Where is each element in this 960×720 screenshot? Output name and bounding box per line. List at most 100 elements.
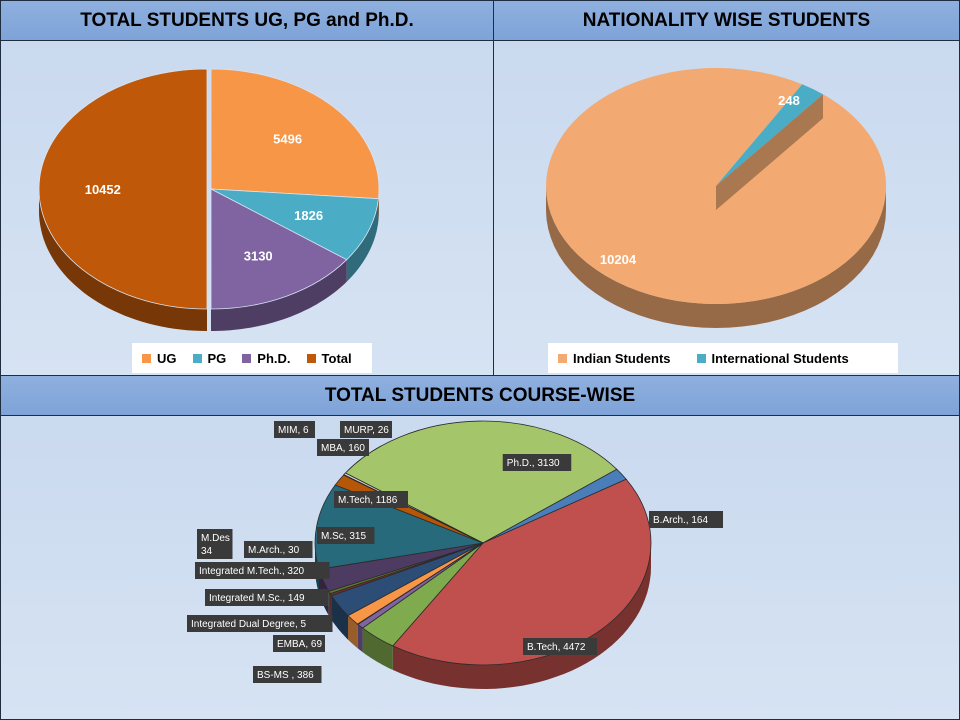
course-label-text: MURP, 26 (344, 425, 389, 436)
course-label-mba: MBA, 160 (317, 439, 369, 456)
legend-nationality: Indian Students International Students (548, 343, 898, 373)
course-label-m-tech: M.Tech, 1186 (334, 491, 408, 508)
legend-swatch (192, 353, 202, 363)
panel-title-nationality: NATIONALITY WISE STUDENTS (494, 1, 959, 41)
legend-label: Indian Students (573, 350, 671, 366)
course-label-m-des: M.Des 34 (197, 529, 233, 559)
course-slice-murp (343, 472, 484, 544)
course-side-m-arch (330, 593, 332, 620)
legend-label: International Students (711, 350, 849, 366)
chart-total-students: 5496 1826 3130 10452 (38, 68, 380, 331)
total-label-total: 10452 (85, 182, 121, 197)
legend-label: UG (157, 350, 177, 366)
chart-course-wise: Ph.D., 3130 B.Arch., 164 B.Tech, 4472 BS-MS… (187, 420, 723, 689)
course-label-text: Integrated M.Tech., 320 (199, 566, 305, 577)
course-label-text: 34 (201, 546, 213, 557)
panel-total-students: TOTAL STUDENTS UG, PG and Ph.D. 5496 1826… (0, 0, 494, 376)
legend-item-ug: UG (142, 351, 177, 366)
total-slice-pg (210, 188, 379, 261)
course-label-box (187, 615, 333, 632)
total-label-ug: 5496 (273, 132, 302, 147)
nat-slice-international-students (716, 84, 823, 186)
course-label-text: B.Tech, 4472 (527, 642, 586, 653)
course-label-bs-ms: BS-MS , 386 (253, 666, 322, 683)
course-label-box (274, 421, 315, 438)
course-label-m-sc: M.Sc, 315 (317, 527, 375, 544)
course-label-box (253, 666, 322, 683)
course-label-murp: MURP, 26 (340, 421, 392, 438)
course-label-text: EMBA, 69 (277, 639, 322, 650)
total-side-pg (346, 198, 379, 282)
legend-label: Ph.D. (257, 350, 291, 366)
course-label-integrated-m-tech: Integrated M.Tech., 320 (195, 562, 330, 579)
course-label-integrated-m-sc: Integrated M.Sc., 149 (205, 589, 329, 606)
course-label-box (273, 635, 325, 652)
course-slice-b-tech (392, 478, 652, 666)
course-label-box (502, 454, 572, 471)
total-slice-ug (210, 68, 380, 200)
course-label-box (334, 491, 408, 508)
nat-label-indian-students: 10204 (600, 252, 637, 267)
course-slice-ph-d (344, 420, 618, 544)
course-label-box (523, 638, 597, 655)
course-label-box (244, 541, 313, 558)
nat-inner-wall (716, 94, 823, 210)
course-side-m-des (328, 591, 331, 618)
course-label-integrated-dual-degree: Integrated Dual Degree, 5 (187, 615, 333, 632)
course-label-ph-d: Ph.D., 3130 (502, 454, 572, 471)
course-side-emba (357, 624, 363, 653)
legend-swatch (242, 353, 252, 363)
legend-swatch (696, 353, 706, 363)
course-label-text: Integrated M.Sc., 149 (209, 593, 305, 604)
course-label-b-tech: B.Tech, 4472 (523, 638, 597, 655)
total-label-pg: 1826 (294, 208, 323, 223)
panel-title-course: TOTAL STUDENTS COURSE-WISE (1, 376, 959, 416)
course-label-mim: MIM, 6 (274, 421, 315, 438)
course-label-box (205, 589, 329, 606)
course-label-emba: EMBA, 69 (273, 635, 325, 652)
course-label-box (340, 421, 392, 438)
course-label-box (197, 529, 233, 559)
total-side-ph-d (211, 259, 347, 331)
course-label-text: M.Arch., 30 (248, 545, 300, 556)
course-label-text: BS-MS , 386 (257, 670, 314, 681)
course-side-integrated-m-tech (331, 595, 348, 640)
nat-side-indian-students (546, 186, 886, 328)
course-label-box (195, 562, 330, 579)
legend-swatch (306, 353, 316, 363)
total-label-ph-d: 3130 (244, 248, 273, 263)
course-label-text: Integrated Dual Degree, 5 (191, 619, 307, 630)
legend-total: UG PG Ph.D. Total (132, 343, 372, 373)
course-label-box (317, 439, 369, 456)
panel-title-total: TOTAL STUDENTS UG, PG and Ph.D. (1, 1, 493, 41)
total-slice-ph-d (210, 188, 348, 310)
total-side-total (39, 189, 207, 331)
course-label-text: MIM, 6 (278, 425, 309, 436)
legend-swatch (142, 353, 151, 363)
course-side-bs-ms (362, 628, 393, 670)
nat-label-international-students: 248 (778, 93, 800, 108)
legend-label: Total (321, 350, 352, 366)
legend-item-pg: PG (192, 350, 227, 366)
legend-item-ph-d: Ph.D. (242, 350, 291, 366)
panel-nationality: NATIONALITY WISE STUDENTS 10204 248 India… (493, 0, 960, 376)
course-label-text: MBA, 160 (321, 443, 365, 454)
course-label-text: M.Sc, 315 (321, 531, 366, 542)
course-label-text: B.Arch., 164 (653, 515, 708, 526)
legend-item-international-students: International Students (696, 350, 849, 366)
course-label-text: M.Tech, 1186 (338, 495, 398, 506)
course-label-b-arch: B.Arch., 164 (649, 511, 723, 528)
legend-label: PG (207, 350, 227, 366)
course-label-box (317, 527, 375, 544)
course-side-integrated-m-sc (348, 615, 358, 649)
legend-item-total: Total (306, 350, 352, 366)
course-label-box (649, 511, 723, 528)
panel-course-wise: TOTAL STUDENTS COURSE-WISE Ph.D., 3130 B.… (0, 375, 960, 720)
course-label-m-arch: M.Arch., 30 (244, 541, 313, 558)
legend-item-indian-students: Indian Students (558, 351, 671, 366)
legend-swatch (558, 353, 567, 363)
course-label-text: Ph.D., 3130 (507, 458, 560, 469)
total-slice-total (38, 68, 208, 310)
course-label-text: M.Des (201, 533, 230, 544)
chart-nationality: 10204 248 (546, 68, 887, 328)
